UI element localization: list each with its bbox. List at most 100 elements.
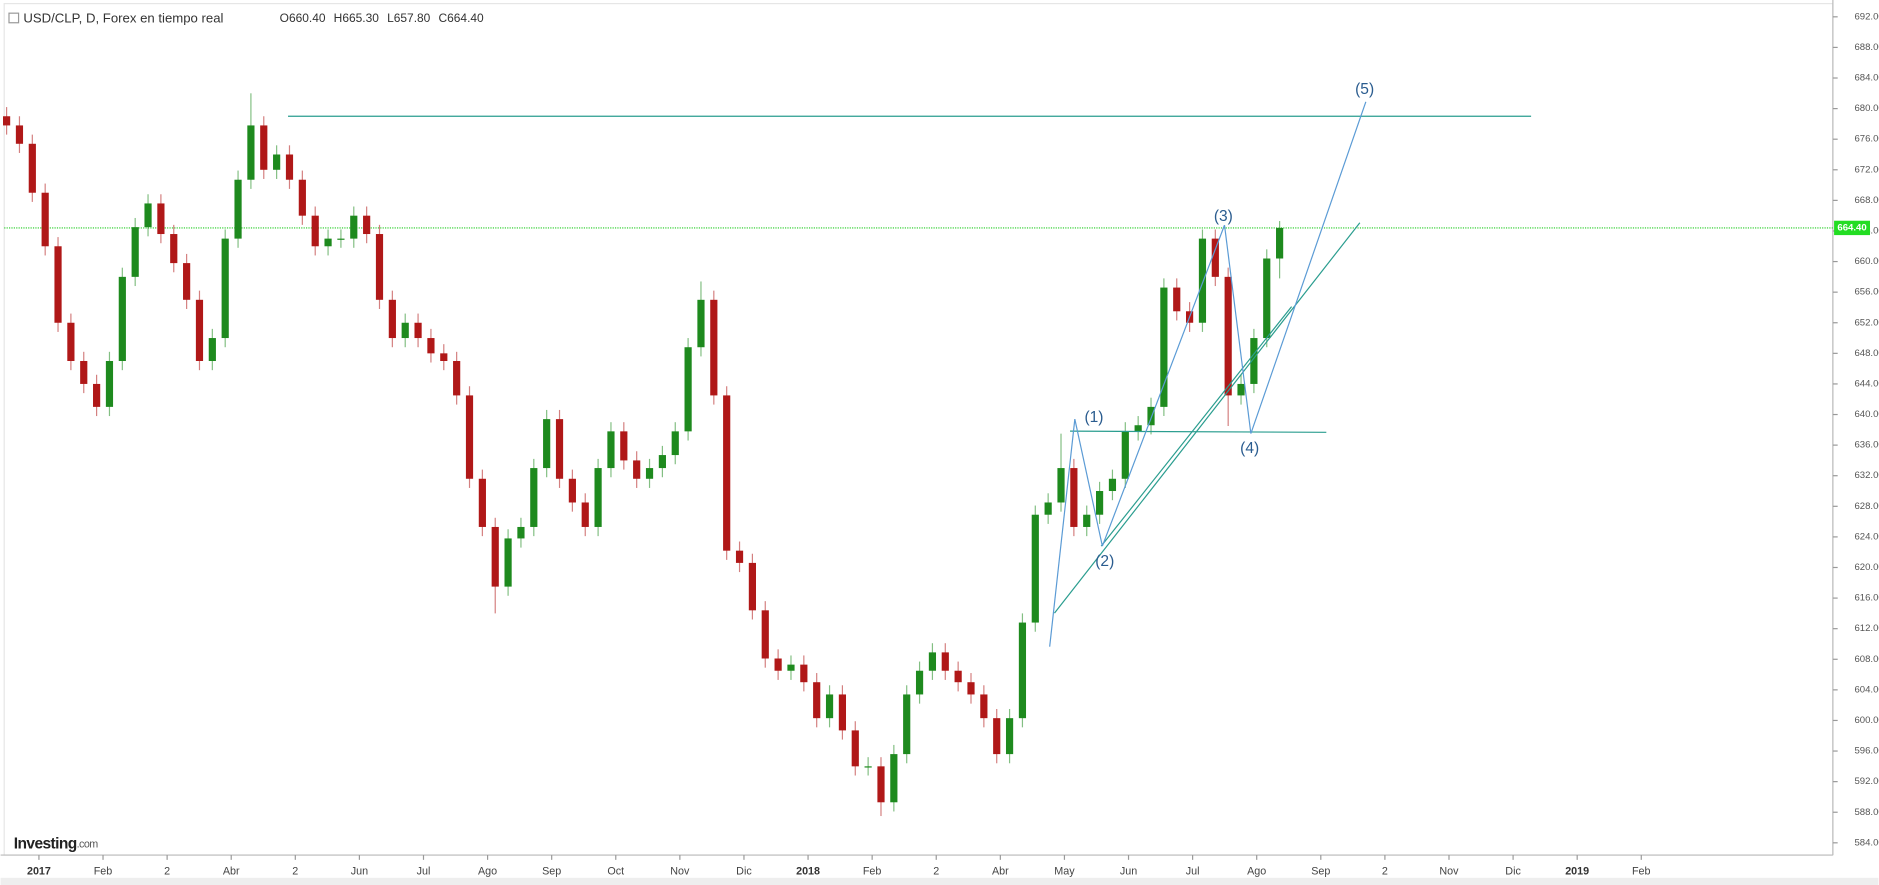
x-tick-label: Ago bbox=[1247, 866, 1266, 878]
y-tick-label: 676.00 bbox=[1854, 134, 1879, 145]
candle-body bbox=[1095, 491, 1104, 515]
y-tick-label: 600.00 bbox=[1854, 715, 1879, 726]
candle-body bbox=[28, 143, 36, 193]
y-tick-label: 620.00 bbox=[1854, 562, 1879, 573]
candle-body bbox=[671, 431, 679, 456]
candle-body bbox=[1250, 338, 1258, 384]
x-tick-label: Jun bbox=[1120, 866, 1137, 878]
ticks: 584.00 588.00 592.00 596.00 600.00 604.00 608.… bbox=[4, 11, 1879, 878]
candle-body bbox=[877, 766, 885, 803]
x-tick-label: 2 bbox=[933, 866, 939, 878]
candle-body bbox=[825, 694, 834, 719]
candle-body bbox=[3, 116, 11, 126]
candle-body bbox=[1005, 718, 1014, 755]
last-price-tag bbox=[1834, 220, 1871, 236]
y-tick-label: 612.00 bbox=[1854, 623, 1879, 634]
y-tick-label: 680.00 bbox=[1854, 103, 1879, 114]
l-value: 657.80 bbox=[394, 11, 431, 25]
collapse-icon[interactable] bbox=[8, 12, 20, 24]
candle-body bbox=[645, 468, 654, 479]
candle-body bbox=[594, 468, 602, 527]
candle-body bbox=[915, 670, 924, 695]
candle-body bbox=[1134, 425, 1142, 432]
candle-body bbox=[967, 682, 975, 695]
candle-body bbox=[555, 419, 564, 479]
candle-body bbox=[697, 299, 705, 348]
header: USD/CLP, D, Forex en tiempo real O660.40… bbox=[8, 11, 484, 26]
candle-body bbox=[1108, 478, 1117, 492]
x-tick-label: 2 bbox=[164, 866, 170, 878]
y-tick-label: 636.00 bbox=[1854, 440, 1879, 451]
candle-body bbox=[157, 203, 165, 235]
o-label: O bbox=[280, 11, 289, 25]
candle-body bbox=[1070, 468, 1078, 527]
candle-body bbox=[787, 664, 795, 671]
logo: Investing.com bbox=[14, 835, 98, 852]
wave-label: (4) bbox=[1240, 440, 1259, 457]
candle-body bbox=[414, 322, 422, 339]
candle-body bbox=[761, 610, 769, 659]
ohlc-header: O660.40 H665.30 L657.80 C664.40 bbox=[280, 11, 484, 25]
candle-body bbox=[208, 338, 216, 361]
candle-body bbox=[517, 526, 525, 539]
y-tick-label: 592.00 bbox=[1854, 776, 1879, 787]
candle-body bbox=[453, 360, 461, 396]
x-tick-label: 2 bbox=[1382, 866, 1388, 878]
y-tick-label: 660.00 bbox=[1854, 256, 1879, 267]
candle-body bbox=[800, 664, 808, 683]
y-tick-label: 668.00 bbox=[1854, 195, 1879, 206]
candle-body bbox=[388, 299, 396, 339]
wave-label: (5) bbox=[1355, 81, 1374, 98]
candle-body bbox=[568, 478, 576, 503]
candle-body bbox=[620, 431, 628, 461]
candle-body bbox=[530, 468, 538, 527]
candle-body bbox=[890, 754, 898, 803]
x-tick-label: Oct bbox=[607, 866, 624, 878]
candle-body bbox=[131, 227, 139, 277]
y-tick-label: 588.00 bbox=[1854, 807, 1879, 818]
candle-body bbox=[980, 694, 988, 719]
x-tick-label: Sep bbox=[1311, 866, 1330, 878]
x-tick-label: Jul bbox=[1186, 866, 1200, 878]
candle-body bbox=[427, 338, 435, 354]
x-tick-label: May bbox=[1054, 866, 1075, 878]
y-tick-label: 604.00 bbox=[1854, 684, 1879, 695]
l-label: L bbox=[387, 11, 394, 25]
candle-body bbox=[1083, 514, 1091, 527]
wave-label: (1) bbox=[1084, 409, 1103, 426]
candle-body bbox=[1237, 383, 1245, 396]
wave-label: (3) bbox=[1214, 208, 1233, 225]
candle-body bbox=[363, 215, 371, 235]
candle-body bbox=[1018, 622, 1027, 719]
candle-body bbox=[285, 154, 294, 180]
candle-body bbox=[440, 353, 448, 361]
candle-body bbox=[941, 652, 949, 671]
candle-body bbox=[1044, 502, 1052, 515]
wave-label: (2) bbox=[1095, 553, 1114, 570]
y-tick-label: 684.00 bbox=[1854, 73, 1879, 84]
y-tick-label: 632.00 bbox=[1854, 470, 1879, 481]
x-tick-label: Feb bbox=[1632, 866, 1651, 878]
candle-body bbox=[748, 562, 756, 611]
candle-body bbox=[41, 192, 49, 247]
candle-body bbox=[838, 694, 847, 731]
y-tick-label: 672.00 bbox=[1854, 164, 1879, 175]
trend-line bbox=[1053, 222, 1361, 614]
candles bbox=[3, 93, 1284, 817]
symbol: USD/CLP, D, Forex en tiempo real bbox=[23, 11, 223, 26]
wave-line bbox=[1049, 419, 1076, 647]
candle-body bbox=[504, 538, 512, 587]
y-tick-label: 640.00 bbox=[1854, 409, 1879, 420]
wave-line bbox=[1223, 225, 1252, 434]
candle-body bbox=[723, 395, 731, 551]
x-tick-label: 2 bbox=[292, 866, 298, 878]
candle-body bbox=[273, 154, 281, 170]
candle-body bbox=[350, 215, 358, 239]
x-tick-label: Nov bbox=[670, 866, 690, 878]
candle-body bbox=[15, 125, 24, 144]
candle-body bbox=[311, 215, 319, 247]
candle-body bbox=[478, 478, 486, 527]
y-tick-label: 628.00 bbox=[1854, 501, 1879, 512]
candle-body bbox=[1211, 238, 1219, 277]
